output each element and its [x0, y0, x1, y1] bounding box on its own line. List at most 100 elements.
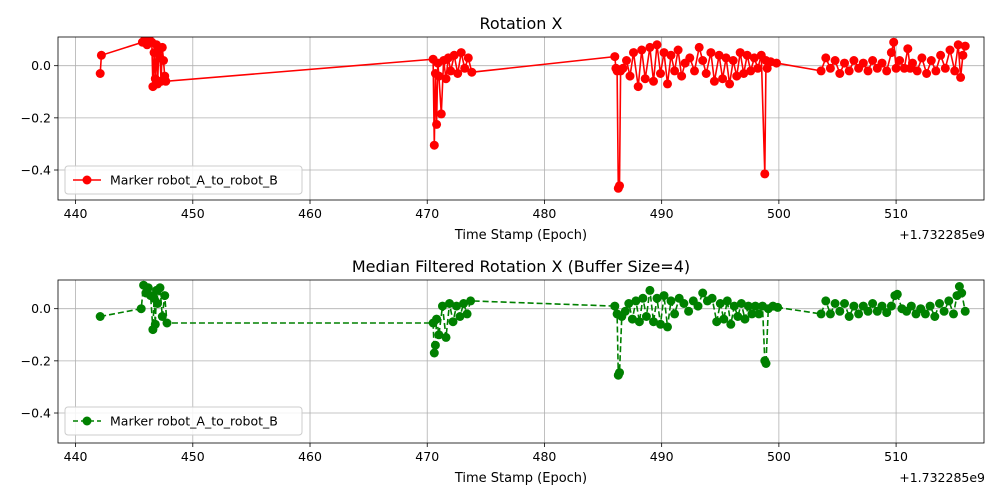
data-point	[449, 50, 459, 60]
data-point	[634, 317, 644, 327]
data-point	[455, 312, 465, 321]
data-point	[624, 299, 634, 308]
data-point	[835, 69, 845, 78]
data-point	[429, 348, 439, 358]
data-point	[722, 296, 732, 306]
data-point	[136, 304, 146, 314]
data-point	[656, 69, 665, 78]
data-point	[825, 309, 835, 319]
y-tick-label: −0.2	[21, 110, 51, 125]
data-point	[886, 301, 896, 311]
legend[interactable]: Marker robot_A_to_robot_B	[64, 406, 303, 436]
data-point	[957, 288, 967, 298]
data-point	[816, 66, 826, 76]
x-tick-label: 480	[533, 206, 557, 221]
data-point	[701, 69, 711, 78]
data-point	[684, 306, 694, 316]
data-point	[663, 322, 672, 332]
legend-label: Marker robot_A_to_robot_B	[110, 414, 278, 429]
data-point	[882, 66, 892, 76]
data-point	[673, 45, 683, 55]
data-point	[462, 309, 472, 319]
data-point	[895, 56, 905, 65]
data-point	[610, 52, 620, 62]
data-point	[922, 69, 932, 78]
data-point	[452, 301, 461, 311]
data-point	[693, 301, 703, 311]
plot-frame	[57, 279, 985, 444]
data-point	[441, 74, 451, 84]
data-point	[840, 299, 849, 308]
data-point	[849, 301, 859, 311]
data-point	[649, 76, 658, 86]
data-point	[467, 67, 477, 77]
x-tick-label: 440	[64, 449, 88, 464]
x-tick-label: 510	[884, 449, 908, 464]
data-point	[906, 301, 916, 311]
data-point	[830, 299, 840, 308]
data-point	[645, 42, 655, 52]
data-point	[863, 66, 873, 76]
data-point	[698, 56, 708, 65]
data-point	[940, 63, 950, 73]
legend[interactable]: Marker robot_A_to_robot_B	[64, 165, 303, 195]
data-point	[728, 56, 738, 65]
x-tick-label: 490	[650, 206, 674, 221]
data-point	[844, 66, 854, 76]
data-point	[446, 66, 456, 76]
data-point	[825, 63, 835, 73]
data-point	[666, 296, 676, 306]
data-point	[892, 289, 902, 299]
data-point	[743, 301, 753, 311]
data-point	[736, 299, 746, 308]
data-point	[637, 45, 647, 55]
data-point	[157, 312, 167, 321]
data-point	[160, 291, 170, 301]
data-point	[620, 306, 630, 316]
data-point	[891, 63, 901, 73]
chart-title: Rotation X	[480, 14, 563, 33]
data-point	[690, 66, 699, 76]
data-point	[622, 56, 631, 65]
data-point	[663, 79, 672, 89]
data-point	[854, 309, 864, 319]
data-point	[706, 48, 716, 58]
data-point	[627, 314, 637, 324]
data-point	[153, 299, 163, 308]
data-point	[652, 40, 662, 50]
data-point	[920, 309, 930, 319]
legend-marker-sample	[82, 175, 92, 185]
data-point	[754, 309, 764, 319]
series-marks	[95, 37, 970, 193]
data-point	[953, 40, 963, 50]
data-point	[652, 293, 662, 303]
data-point	[726, 319, 736, 329]
data-point	[719, 314, 729, 324]
data-point	[625, 71, 635, 81]
data-point	[725, 79, 735, 89]
data-point	[155, 283, 165, 293]
data-point	[750, 301, 760, 311]
data-point	[886, 48, 896, 58]
data-point	[618, 63, 628, 73]
plot-frame	[57, 36, 985, 201]
data-point	[463, 53, 473, 63]
y-tick-label: 0.0	[31, 58, 51, 73]
data-point	[760, 169, 770, 179]
x-tick-label: 470	[415, 449, 439, 464]
data-point	[445, 299, 454, 308]
data-point	[159, 56, 168, 65]
data-point	[739, 69, 749, 78]
data-point	[698, 288, 708, 298]
data-point	[694, 42, 704, 52]
legend-box	[64, 165, 303, 195]
x-tick-label: 440	[64, 206, 88, 221]
data-point	[821, 296, 831, 306]
data-point	[685, 53, 695, 63]
data-point	[707, 293, 717, 303]
x-tick-label: 490	[650, 449, 674, 464]
series-marks	[95, 280, 970, 380]
data-point	[956, 72, 966, 82]
data-point	[638, 293, 648, 303]
y-tick-label: −0.4	[21, 163, 51, 178]
